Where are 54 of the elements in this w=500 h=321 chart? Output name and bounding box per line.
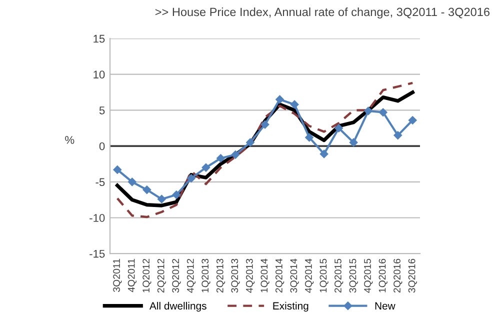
point [202, 163, 210, 172]
point [113, 166, 122, 174]
x-tick-label: 3Q2012 [172, 258, 181, 293]
x-tick-label: 4Q2011 [128, 258, 136, 292]
legend-label: Existing [273, 302, 308, 312]
point [276, 95, 284, 104]
point [349, 138, 358, 147]
point [334, 124, 343, 132]
point [128, 178, 136, 186]
y-tick-label: 5 [99, 106, 105, 114]
x-tick-label: 1Q2012 [142, 258, 152, 292]
x-tick-label: 1Q2015 [320, 258, 328, 292]
x-tick-label: 4Q2012 [186, 258, 196, 293]
point [142, 186, 152, 194]
point [320, 150, 328, 158]
y-tick-label: 10 [94, 70, 105, 78]
point [187, 174, 196, 182]
x-tick-label: 1Q2016 [378, 258, 388, 292]
x-tick-label: 3Q2011 [113, 258, 122, 292]
point [378, 108, 388, 116]
y-tick-label: 15 [94, 34, 105, 43]
x-tick-label: 4Q2015 [364, 258, 373, 293]
x-tick-label: 3Q2014 [290, 258, 299, 293]
x-tick-label: 3Q2013 [231, 258, 240, 293]
x-tick-label: 2Q2015 [334, 258, 344, 293]
legend-label: New [375, 302, 396, 310]
point [172, 190, 181, 199]
y-tick-label: -5 [96, 178, 105, 186]
point [408, 116, 417, 124]
point [246, 138, 254, 147]
legend-label: All dwellings [149, 302, 206, 312]
point [216, 154, 225, 162]
y-tick-label: -15 [90, 250, 105, 258]
point [394, 131, 402, 140]
x-tick-label: 2Q2012 [157, 258, 166, 293]
chart-title: >> House Price Index, Annual rate of change, 3Q2011 - 3Q2016 [155, 7, 490, 18]
x-tick-label: 3Q2016 [408, 258, 417, 293]
x-tick-label: 4Q2014 [305, 258, 314, 293]
y-tick-label: 0 [99, 142, 105, 150]
x-tick-label: 1Q2014 [260, 258, 270, 292]
x-tick-label: 2Q2013 [216, 258, 226, 293]
point [305, 133, 314, 142]
x-tick-label: 4Q2013 [246, 258, 255, 293]
y-axis-title: % [65, 136, 74, 144]
point [231, 150, 240, 159]
point [364, 106, 372, 116]
point [290, 100, 299, 109]
x-tick-label: 2Q2016 [394, 258, 402, 293]
point [260, 120, 270, 129]
x-tick-label: 2Q2014 [275, 258, 284, 293]
y-tick-label: -10 [90, 214, 105, 222]
x-tick-label: 1Q2013 [202, 258, 210, 292]
point [158, 194, 166, 204]
x-tick-label: 3Q2015 [349, 258, 358, 293]
